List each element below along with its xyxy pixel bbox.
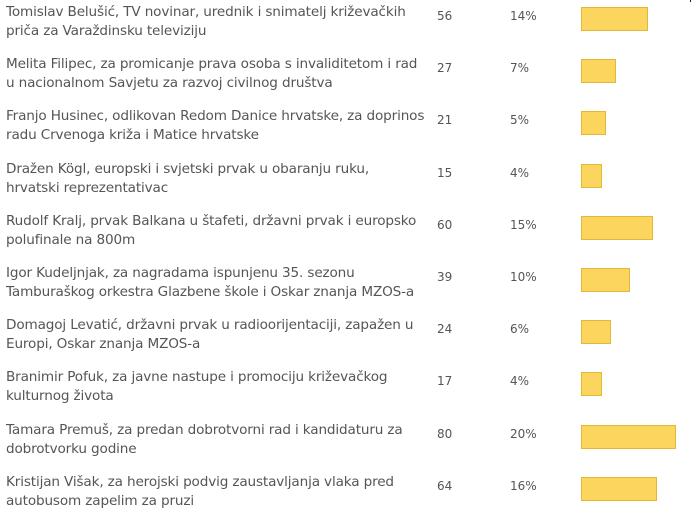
result-bar	[581, 372, 602, 397]
vote-count: 21	[437, 113, 453, 128]
candidate-label: Kristijan Višak, za herojski podvig zaus…	[6, 473, 394, 509]
candidate-label: Tamara Premuš, za predan dobrotvorni rad…	[6, 421, 403, 457]
candidate-label: Dražen Kögl, europski i svjetski prvak u…	[6, 160, 370, 196]
candidate-label: Melita Filipec, za promicanje prava osob…	[6, 56, 418, 92]
result-bar	[581, 163, 602, 188]
vote-percent: 10%	[510, 269, 537, 284]
candidate-label: Igor Kudeljnjak, za nagradama ispunjenu …	[6, 264, 415, 300]
vote-percent: 6%	[510, 322, 530, 337]
poll-row: Igor Kudeljnjak, za nagradama ispunjenu …	[0, 261, 693, 313]
vote-count: 24	[437, 322, 453, 337]
result-bar	[581, 424, 676, 449]
poll-row: Rudolf Kralj, prvak Balkana u štafeti, d…	[0, 209, 693, 261]
candidate-label: Branimir Pofuk, za javne nastupe i promo…	[6, 369, 388, 405]
vote-percent: 4%	[510, 374, 530, 389]
poll-row: Tomislav Belušić, TV novinar, urednik i …	[0, 0, 693, 52]
corner-mark	[690, 0, 691, 2]
vote-count: 15	[437, 165, 453, 180]
vote-count: 17	[437, 374, 453, 389]
vote-percent: 16%	[510, 478, 537, 493]
vote-count: 39	[437, 269, 453, 284]
poll-row: Kristijan Višak, za herojski podvig zaus…	[0, 470, 693, 522]
result-bar	[581, 476, 657, 501]
candidate-label: Domagoj Levatić, državni prvak u radioor…	[6, 317, 414, 353]
vote-percent: 20%	[510, 426, 537, 441]
poll-row: Tamara Premuš, za predan dobrotvorni rad…	[0, 418, 693, 470]
poll-row: Dražen Kögl, europski i svjetski prvak u…	[0, 157, 693, 209]
poll-row: Domagoj Levatić, državni prvak u radioor…	[0, 313, 693, 365]
poll-row: Melita Filipec, za promicanje prava osob…	[0, 52, 693, 104]
poll-row: Franjo Husinec, odlikovan Redom Danice h…	[0, 104, 693, 156]
vote-count: 64	[437, 478, 453, 493]
candidate-label: Tomislav Belušić, TV novinar, urednik i …	[6, 4, 406, 39]
result-bar	[581, 59, 616, 84]
result-bar	[581, 111, 606, 136]
candidate-label: Franjo Husinec, odlikovan Redom Danice h…	[6, 108, 425, 144]
vote-percent: 15%	[510, 217, 537, 232]
vote-percent: 7%	[510, 61, 530, 76]
vote-count: 80	[437, 426, 453, 441]
poll-row: Branimir Pofuk, za javne nastupe i promo…	[0, 365, 693, 417]
vote-percent: 4%	[510, 165, 530, 180]
candidate-label: Rudolf Kralj, prvak Balkana u štafeti, d…	[6, 212, 417, 248]
vote-count: 60	[437, 217, 453, 232]
vote-count: 27	[437, 61, 453, 76]
result-bar	[581, 267, 630, 292]
result-bar	[581, 7, 648, 31]
vote-percent: 5%	[510, 113, 530, 128]
result-bar	[581, 320, 611, 345]
vote-percent: 14%	[510, 9, 537, 23]
vote-count: 56	[437, 9, 453, 23]
result-bar	[581, 215, 653, 240]
